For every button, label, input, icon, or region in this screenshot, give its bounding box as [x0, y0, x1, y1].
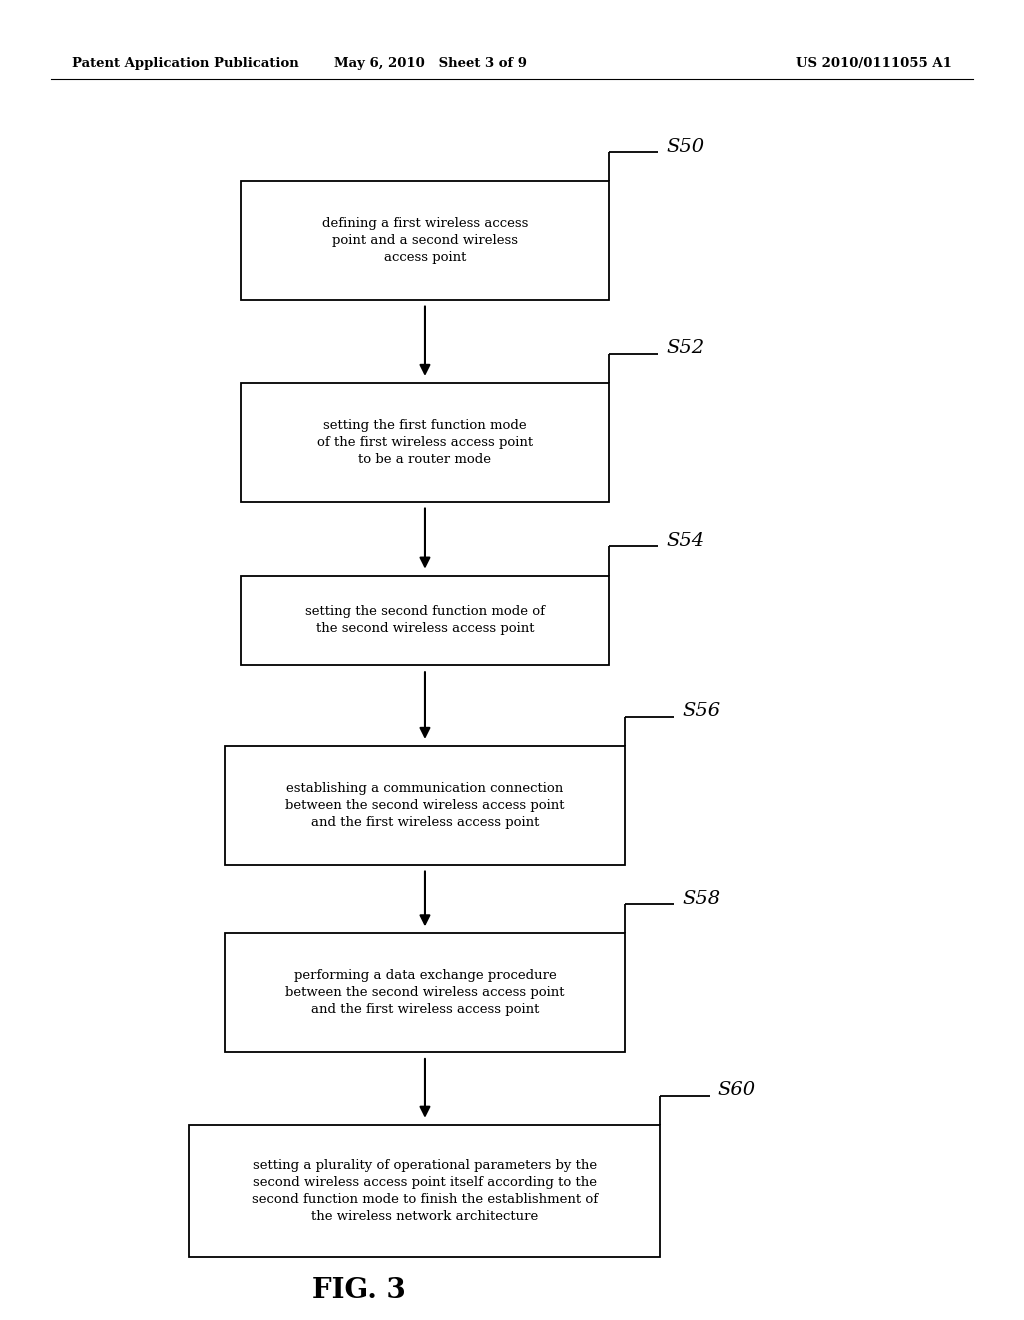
Text: setting the second function mode of
the second wireless access point: setting the second function mode of the … [305, 606, 545, 635]
Text: US 2010/0111055 A1: US 2010/0111055 A1 [797, 57, 952, 70]
Text: S56: S56 [682, 702, 720, 721]
Text: setting the first function mode
of the first wireless access point
to be a route: setting the first function mode of the f… [316, 418, 534, 466]
Bar [225, 746, 625, 865]
Text: S50: S50 [667, 137, 705, 156]
Text: Patent Application Publication: Patent Application Publication [72, 57, 298, 70]
Bar [225, 933, 625, 1052]
Text: S52: S52 [667, 339, 705, 358]
Text: May 6, 2010   Sheet 3 of 9: May 6, 2010 Sheet 3 of 9 [334, 57, 526, 70]
Bar [241, 576, 609, 665]
Bar [189, 1125, 660, 1257]
Text: S60: S60 [718, 1081, 756, 1100]
Text: defining a first wireless access
point and a second wireless
access point: defining a first wireless access point a… [322, 216, 528, 264]
Text: S58: S58 [682, 890, 720, 908]
Text: setting a plurality of operational parameters by the
second wireless access poin: setting a plurality of operational param… [252, 1159, 598, 1222]
Text: S54: S54 [667, 532, 705, 550]
Bar [241, 383, 609, 502]
Text: performing a data exchange procedure
between the second wireless access point
an: performing a data exchange procedure bet… [286, 969, 564, 1016]
Bar [241, 181, 609, 300]
Text: establishing a communication connection
between the second wireless access point: establishing a communication connection … [286, 781, 564, 829]
Text: FIG. 3: FIG. 3 [311, 1278, 406, 1304]
